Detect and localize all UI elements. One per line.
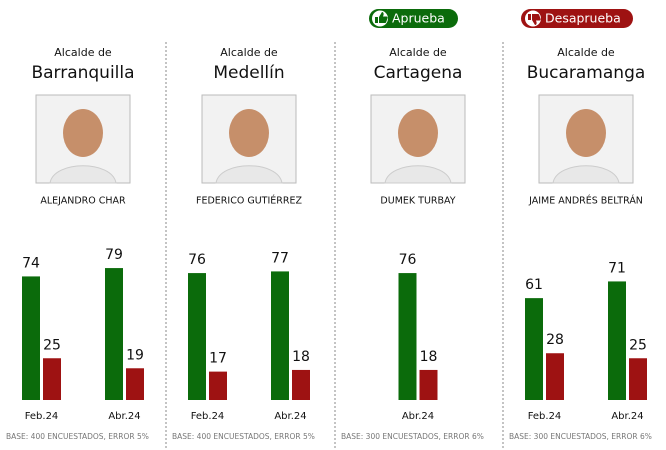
legend-label: Desaprueba: [545, 11, 621, 26]
bar: [419, 369, 438, 400]
city-title: Bucaramanga: [527, 63, 646, 83]
x-tick-label: Feb.24: [191, 411, 225, 422]
bar: [292, 369, 310, 400]
bar: [188, 273, 206, 400]
x-tick-label: Abr.24: [611, 411, 643, 422]
city-title: Cartagena: [374, 63, 463, 83]
thumb-down-icon: [528, 14, 541, 25]
value-label: 18: [292, 349, 310, 365]
bar: [105, 268, 123, 400]
value-label: 25: [43, 337, 61, 353]
value-label: 76: [399, 252, 417, 268]
bar: [629, 358, 647, 400]
bar: [398, 273, 417, 400]
value-label: 19: [126, 347, 144, 363]
bar: [43, 358, 61, 400]
bar: [608, 281, 626, 400]
bar: [126, 368, 144, 400]
value-label: 77: [271, 250, 289, 266]
footnote: BASE: 300 ENCUESTADOS, ERROR 6%: [341, 432, 484, 441]
footnote: BASE: 300 ENCUESTADOS, ERROR 6%: [509, 432, 652, 441]
value-label: 79: [105, 247, 123, 263]
legend-disapprove: Desaprueba: [521, 9, 633, 28]
person-name: JAIME ANDRÉS BELTRÁN: [528, 195, 643, 207]
photo-face: [398, 109, 438, 157]
photo-person: [552, 165, 620, 184]
footnote: BASE: 400 ENCUESTADOS, ERROR 5%: [172, 432, 315, 441]
bar: [271, 271, 289, 400]
bar: [22, 276, 40, 400]
photo-face: [229, 109, 269, 157]
bar: [209, 371, 227, 400]
city-title: Medellín: [213, 63, 284, 83]
value-label: 76: [188, 252, 206, 268]
person-name: DUMEK TURBAY: [380, 196, 455, 207]
footnote: BASE: 400 ENCUESTADOS, ERROR 5%: [6, 432, 149, 441]
thumb-up-icon: [375, 12, 388, 23]
legend-approve: Aprueba: [369, 9, 458, 28]
photo-person: [49, 165, 117, 184]
bar: [525, 298, 543, 400]
photo-face: [566, 109, 606, 157]
value-label: 74: [22, 255, 40, 271]
x-tick-label: Abr.24: [402, 411, 434, 422]
x-tick-label: Feb.24: [528, 411, 562, 422]
value-label: 25: [629, 337, 647, 353]
value-label: 18: [420, 349, 438, 365]
subtitle: Alcalde de: [220, 46, 278, 59]
person-name: ALEJANDRO CHAR: [40, 196, 126, 207]
city-title: Barranquilla: [31, 63, 134, 83]
legend-swatch: [369, 9, 458, 28]
x-tick-label: Abr.24: [108, 411, 140, 422]
x-tick-label: Feb.24: [25, 411, 59, 422]
photo-face: [63, 109, 103, 157]
bar: [546, 353, 564, 400]
legend-swatch: [521, 9, 633, 28]
subtitle: Alcalde de: [557, 46, 615, 59]
value-label: 71: [608, 260, 626, 276]
subtitle: Alcalde de: [389, 46, 447, 59]
subtitle: Alcalde de: [54, 46, 112, 59]
value-label: 61: [525, 277, 543, 293]
legend-label: Aprueba: [392, 11, 445, 26]
person-name: FEDERICO GUTIÉRREZ: [196, 195, 302, 207]
value-label: 28: [546, 332, 564, 348]
photo-person: [384, 165, 452, 184]
value-label: 17: [209, 351, 227, 367]
x-tick-label: Abr.24: [274, 411, 306, 422]
photo-person: [215, 165, 283, 184]
